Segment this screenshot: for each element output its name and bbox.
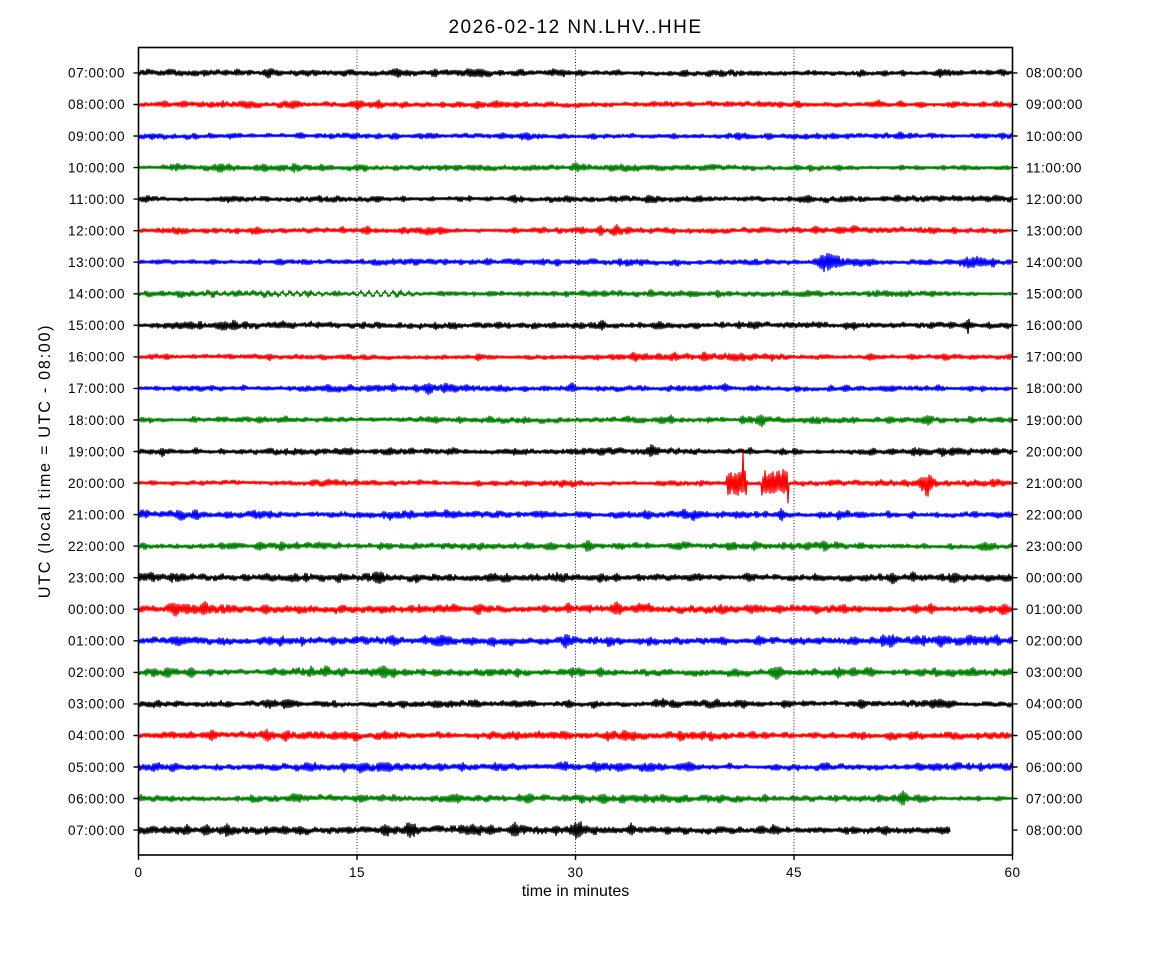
svg-text:07:00:00: 07:00:00 [1026, 791, 1083, 806]
svg-text:04:00:00: 04:00:00 [68, 728, 125, 743]
svg-text:02:00:00: 02:00:00 [68, 665, 125, 680]
svg-text:05:00:00: 05:00:00 [1026, 728, 1083, 743]
svg-text:06:00:00: 06:00:00 [68, 791, 125, 806]
svg-text:07:00:00: 07:00:00 [68, 823, 125, 838]
svg-text:0: 0 [134, 865, 142, 880]
svg-text:12:00:00: 12:00:00 [1026, 192, 1083, 207]
svg-text:16:00:00: 16:00:00 [1026, 318, 1083, 333]
svg-text:09:00:00: 09:00:00 [68, 129, 125, 144]
svg-text:02:00:00: 02:00:00 [1026, 634, 1083, 649]
svg-text:22:00:00: 22:00:00 [1026, 507, 1083, 522]
svg-text:01:00:00: 01:00:00 [68, 634, 125, 649]
svg-text:17:00:00: 17:00:00 [1026, 350, 1083, 365]
svg-text:08:00:00: 08:00:00 [1026, 66, 1083, 81]
svg-text:12:00:00: 12:00:00 [68, 224, 125, 239]
svg-text:19:00:00: 19:00:00 [1026, 413, 1083, 428]
svg-text:15: 15 [349, 865, 365, 880]
svg-text:23:00:00: 23:00:00 [1026, 539, 1083, 554]
svg-text:21:00:00: 21:00:00 [68, 507, 125, 522]
svg-text:11:00:00: 11:00:00 [69, 192, 125, 207]
svg-text:UTC (local time = UTC - 08:00): UTC (local time = UTC - 08:00) [36, 324, 54, 599]
svg-text:30: 30 [567, 865, 583, 880]
svg-text:18:00:00: 18:00:00 [1026, 381, 1083, 396]
svg-text:14:00:00: 14:00:00 [1026, 255, 1083, 270]
svg-text:14:00:00: 14:00:00 [68, 287, 125, 302]
svg-text:15:00:00: 15:00:00 [68, 318, 125, 333]
svg-text:00:00:00: 00:00:00 [68, 602, 125, 617]
svg-text:45: 45 [786, 865, 802, 880]
svg-text:15:00:00: 15:00:00 [1026, 287, 1083, 302]
svg-text:04:00:00: 04:00:00 [1026, 697, 1083, 712]
svg-text:08:00:00: 08:00:00 [1026, 823, 1083, 838]
svg-text:23:00:00: 23:00:00 [68, 571, 125, 586]
svg-text:13:00:00: 13:00:00 [68, 255, 125, 270]
svg-text:20:00:00: 20:00:00 [68, 476, 125, 491]
svg-text:01:00:00: 01:00:00 [1026, 602, 1083, 617]
svg-text:03:00:00: 03:00:00 [68, 697, 125, 712]
svg-text:17:00:00: 17:00:00 [68, 381, 125, 396]
svg-text:10:00:00: 10:00:00 [68, 160, 125, 175]
svg-text:22:00:00: 22:00:00 [68, 539, 125, 554]
svg-text:00:00:00: 00:00:00 [1026, 571, 1083, 586]
svg-text:16:00:00: 16:00:00 [68, 350, 125, 365]
svg-text:10:00:00: 10:00:00 [1026, 129, 1083, 144]
svg-text:2026-02-12 NN.LHV..HHE: 2026-02-12 NN.LHV..HHE [448, 17, 702, 38]
svg-text:60: 60 [1004, 865, 1020, 880]
svg-text:19:00:00: 19:00:00 [68, 444, 125, 459]
svg-text:11:00:00: 11:00:00 [1026, 160, 1082, 175]
svg-text:05:00:00: 05:00:00 [68, 760, 125, 775]
svg-text:06:00:00: 06:00:00 [1026, 760, 1083, 775]
svg-text:03:00:00: 03:00:00 [1026, 665, 1083, 680]
svg-text:07:00:00: 07:00:00 [68, 66, 125, 81]
svg-text:21:00:00: 21:00:00 [1026, 476, 1083, 491]
svg-text:08:00:00: 08:00:00 [68, 97, 125, 112]
svg-text:18:00:00: 18:00:00 [68, 413, 125, 428]
svg-text:20:00:00: 20:00:00 [1026, 444, 1083, 459]
svg-text:time in minutes: time in minutes [522, 883, 630, 900]
svg-text:13:00:00: 13:00:00 [1026, 224, 1083, 239]
svg-text:09:00:00: 09:00:00 [1026, 97, 1083, 112]
